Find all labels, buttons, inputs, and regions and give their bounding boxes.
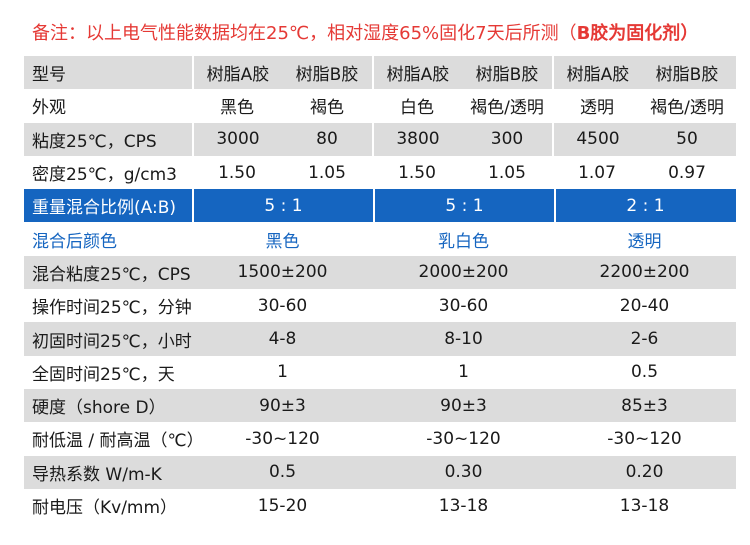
table-row: 外观 黑色 褐色 白色 褐色/透明 透明 褐色/透明 xyxy=(24,89,736,122)
row-label: 重量混合比例(A:B) xyxy=(32,198,176,219)
table-row: 耐电压（Kv/mm） 15-20 13-18 13-18 xyxy=(24,489,736,522)
table-cell: 2 : 1 xyxy=(554,189,735,223)
table-cell: 褐色/透明 xyxy=(470,98,544,119)
row-label: 混合后颜色 xyxy=(32,231,117,252)
table-cell: 褐色 xyxy=(310,98,344,119)
header-row: 型号 树脂A胶 树脂B胶 树脂A胶 树脂B胶 树脂A胶 树脂B胶 xyxy=(24,56,736,90)
table-cell: 20-40 xyxy=(619,295,670,316)
table-cell: -30~120 xyxy=(426,428,501,449)
table-cell: 3000 xyxy=(192,122,282,156)
table-row: 耐低温 / 耐高温（℃） -30~120 -30~120 -30~120 xyxy=(24,422,736,455)
table-cell: 1500±200 xyxy=(237,262,328,283)
table-cell: 80 xyxy=(316,129,338,150)
note-emphasis: B胶为固化剂 xyxy=(576,23,681,44)
table-row: 操作时间25℃，分钟 30-60 30-60 20-40 xyxy=(24,289,736,322)
table-cell: 4-8 xyxy=(268,329,297,350)
table-row: 全固时间25℃，天 1 1 0.5 xyxy=(24,356,736,389)
table-cell: 15-20 xyxy=(257,495,308,516)
table-row: 初固时间25℃，小时 4-8 8-10 2-6 xyxy=(24,322,736,356)
row-label: 粘度25℃，CPS xyxy=(32,131,157,152)
header-label: 型号 xyxy=(32,65,66,86)
header-cell: 树脂B胶 xyxy=(655,65,719,86)
header-cell: 树脂B胶 xyxy=(475,65,539,86)
table-cell: 50 xyxy=(676,129,698,150)
row-label: 耐电压（Kv/mm） xyxy=(32,498,178,518)
row-label: 外观 xyxy=(32,98,66,119)
row-label: 全固时间25℃，天 xyxy=(32,364,175,385)
table-cell: 透明 xyxy=(627,231,662,252)
row-label: 操作时间25℃，分钟 xyxy=(32,298,192,319)
table-cell: 5 : 1 xyxy=(373,189,554,223)
table-cell: 4500 xyxy=(552,122,642,156)
note-main: 备注：以上电气性能数据均在25℃，相对湿度65%固化7天后所测（ xyxy=(32,23,577,44)
table-row: 粘度25℃，CPS 3000 80 3800 300 4500 50 xyxy=(24,122,736,156)
table-row: 导热系数 W/m-K 0.5 0.30 0.20 xyxy=(24,455,736,489)
table-cell: 0.5 xyxy=(268,462,297,483)
table-cell: 90±3 xyxy=(440,395,487,416)
row-label: 混合粘度25℃，CPS xyxy=(32,264,191,285)
table-cell: 1 xyxy=(277,362,288,383)
table-cell: 2000±200 xyxy=(418,262,509,283)
header-cell: 树脂B胶 xyxy=(295,65,359,86)
table-cell: -30~120 xyxy=(245,428,320,449)
table-cell: 300 xyxy=(490,129,524,150)
table-row: 密度25℃，g/cm3 1.50 1.05 1.50 1.05 1.07 0.9… xyxy=(24,156,736,189)
table-cell: 1 xyxy=(458,362,469,383)
header-cell: 树脂A胶 xyxy=(552,56,642,90)
row-label: 初固时间25℃，小时 xyxy=(32,331,192,352)
table-cell: -30~120 xyxy=(607,428,682,449)
table-cell: 13-18 xyxy=(619,495,670,516)
note-close: ） xyxy=(680,23,699,44)
table-cell: 透明 xyxy=(580,98,614,119)
table-cell: 乳白色 xyxy=(438,231,489,252)
table-cell: 0.30 xyxy=(444,462,483,483)
table-cell: 13-18 xyxy=(438,495,489,516)
table-cell: 2200±200 xyxy=(599,262,690,283)
row-label: 耐低温 / 耐高温（℃） xyxy=(32,431,204,452)
table-cell: 30-60 xyxy=(257,295,308,316)
table-row: 硬度（shore D） 90±3 90±3 85±3 xyxy=(24,388,736,423)
table-cell: 8-10 xyxy=(444,329,483,350)
ratio-row: 重量混合比例(A:B) 5 : 1 5 : 1 2 : 1 xyxy=(24,189,736,223)
table-cell: 1.05 xyxy=(488,162,526,183)
header-cell: 树脂A胶 xyxy=(372,56,462,90)
table-cell: 黑色 xyxy=(265,231,300,252)
table-cell: 2-6 xyxy=(630,329,659,350)
table-cell: 白色 xyxy=(400,98,434,119)
row-label: 导热系数 W/m-K xyxy=(32,464,162,485)
table-cell: 0.20 xyxy=(625,462,664,483)
table-cell: 5 : 1 xyxy=(192,189,373,223)
header-cell: 树脂A胶 xyxy=(192,56,282,90)
table-cell: 黑色 xyxy=(220,98,254,119)
note-text: 备注：以上电气性能数据均在25℃，相对湿度65%固化7天后所测（B胶为固化剂） xyxy=(0,0,750,56)
table-cell: 褐色/透明 xyxy=(650,98,724,119)
table-row: 混合粘度25℃，CPS 1500±200 2000±200 2200±200 xyxy=(24,255,736,290)
row-label: 密度25℃，g/cm3 xyxy=(32,165,177,186)
spec-table: 型号 树脂A胶 树脂B胶 树脂A胶 树脂B胶 树脂A胶 树脂B胶 外观 黑色 褐… xyxy=(24,56,736,522)
table-cell: 3800 xyxy=(372,122,462,156)
color-row: 混合后颜色 黑色 乳白色 透明 xyxy=(24,222,736,255)
table-cell: 0.97 xyxy=(668,162,706,183)
table-cell: 1.50 xyxy=(398,162,436,183)
row-label: 硬度（shore D） xyxy=(32,398,166,419)
table-cell: 90±3 xyxy=(259,395,306,416)
table-cell: 1.05 xyxy=(308,162,346,183)
table-cell: 30-60 xyxy=(438,295,489,316)
table-cell: 85±3 xyxy=(621,395,668,416)
table-cell: 1.07 xyxy=(578,162,616,183)
table-cell: 0.5 xyxy=(630,362,659,383)
table-cell: 1.50 xyxy=(218,162,256,183)
